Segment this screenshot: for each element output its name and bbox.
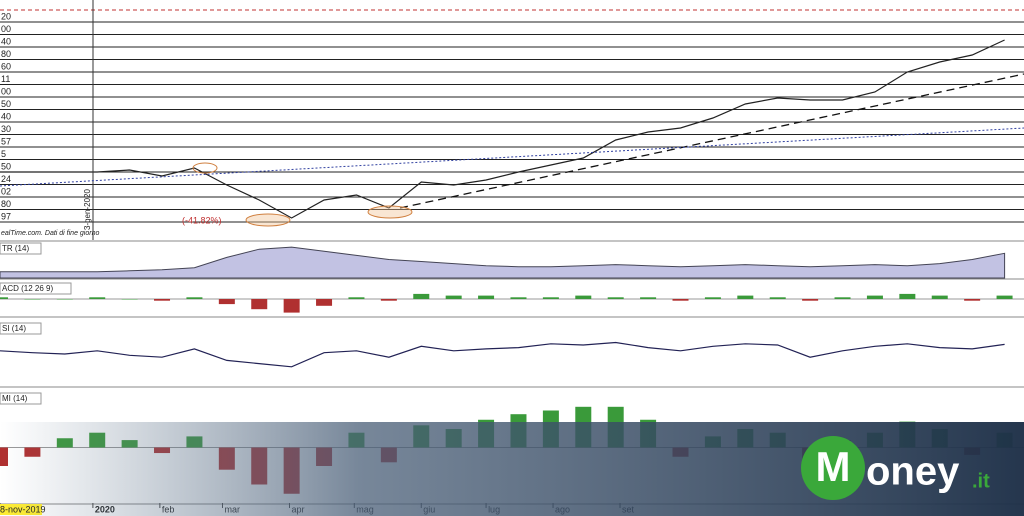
pane-label-box <box>0 322 42 335</box>
peak-marker <box>192 162 218 174</box>
bar <box>251 299 268 310</box>
trend-line <box>399 73 1024 209</box>
bar <box>510 297 527 299</box>
y-label: 24 <box>1 174 11 184</box>
y-label: 40 <box>1 111 11 121</box>
bar <box>121 299 138 300</box>
pane-label: MI (14) <box>2 394 28 403</box>
logo-text: oney <box>866 450 960 494</box>
bar <box>186 297 203 299</box>
bar <box>283 299 300 313</box>
y-label: 20 <box>1 11 11 21</box>
bar <box>0 297 8 299</box>
bar <box>996 295 1013 299</box>
bar <box>478 295 495 299</box>
pane-label-box <box>0 242 42 255</box>
low-marker <box>245 213 291 227</box>
bar <box>607 297 624 299</box>
bar <box>931 295 948 299</box>
y-label: 60 <box>1 61 11 71</box>
y-label: 11 <box>1 74 10 84</box>
y-label: 30 <box>1 124 11 134</box>
y-label: 00 <box>1 24 11 34</box>
bar <box>445 295 462 299</box>
bar <box>899 293 916 299</box>
y-label: 40 <box>1 36 11 46</box>
bar <box>316 299 333 306</box>
line-series <box>0 39 1005 219</box>
annotation: (-41.82%) <box>182 215 222 225</box>
y-label: 00 <box>1 86 11 96</box>
y-label: 57 <box>1 136 11 146</box>
source-note: ealTime.com. Dati di fine giorno <box>1 230 99 237</box>
bar <box>56 299 73 300</box>
average-line <box>0 127 1024 187</box>
bar <box>640 297 657 299</box>
bar <box>672 299 689 301</box>
pane-label-box <box>0 282 72 295</box>
logo-letter: M <box>816 443 851 490</box>
logo-circle <box>801 436 865 500</box>
y-label: 50 <box>1 161 11 171</box>
y-label: 50 <box>1 99 11 109</box>
line-series <box>0 341 1005 368</box>
bar <box>866 295 883 299</box>
bar <box>348 297 365 299</box>
bar <box>218 299 235 305</box>
pane-label: TR (14) <box>2 244 29 253</box>
bar <box>575 295 592 299</box>
bar <box>154 299 171 301</box>
date-note: 3-gen-2020 <box>83 189 92 230</box>
bar <box>24 299 41 300</box>
y-label: 5 <box>1 149 6 159</box>
y-label: 02 <box>1 186 11 196</box>
low-marker <box>367 205 413 219</box>
y-label: 97 <box>1 211 11 221</box>
bar <box>769 297 786 299</box>
bar <box>380 299 397 301</box>
pane-label-box <box>0 392 42 405</box>
bar <box>737 295 754 299</box>
pane-label: ACD (12 26 9) <box>2 284 53 293</box>
logo-suffix: .it <box>972 470 990 492</box>
bar <box>834 297 851 299</box>
area-series <box>0 246 1006 279</box>
pane-label: SI (14) <box>2 324 26 333</box>
bar <box>964 299 981 301</box>
bar <box>802 299 819 301</box>
y-label: 80 <box>1 49 11 59</box>
bar <box>542 297 559 299</box>
y-label: 80 <box>1 199 11 209</box>
bar <box>704 297 721 299</box>
bar <box>89 297 106 299</box>
bar <box>413 293 430 299</box>
